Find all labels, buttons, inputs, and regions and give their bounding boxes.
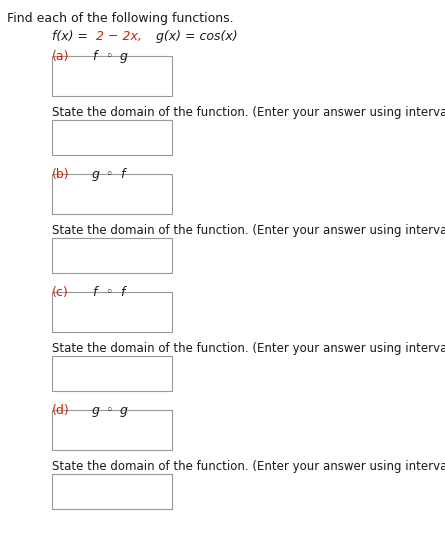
Text: g: g xyxy=(120,404,128,417)
Text: f: f xyxy=(92,286,97,299)
Text: f: f xyxy=(120,286,124,299)
Text: Find each of the following functions.: Find each of the following functions. xyxy=(7,12,234,25)
Text: State the domain of the function. (Enter your answer using interval notation.): State the domain of the function. (Enter… xyxy=(52,460,445,473)
Bar xyxy=(52,474,172,509)
Text: f: f xyxy=(120,168,124,181)
Bar xyxy=(52,410,172,450)
Bar xyxy=(52,120,172,155)
Text: (c): (c) xyxy=(52,286,69,299)
Text: (a): (a) xyxy=(52,50,69,63)
Text: State the domain of the function. (Enter your answer using interval notation.): State the domain of the function. (Enter… xyxy=(52,106,445,119)
Text: g(x) = cos(x): g(x) = cos(x) xyxy=(148,30,238,43)
Text: State the domain of the function. (Enter your answer using interval notation.): State the domain of the function. (Enter… xyxy=(52,224,445,237)
Text: 2 − 2x,: 2 − 2x, xyxy=(96,30,142,43)
Bar xyxy=(52,292,172,332)
Text: f: f xyxy=(92,50,97,63)
Bar xyxy=(52,174,172,214)
Text: f(x) =: f(x) = xyxy=(52,30,92,43)
Text: g: g xyxy=(92,404,100,417)
Text: ◦: ◦ xyxy=(102,286,117,299)
Text: g: g xyxy=(120,50,128,63)
Text: ◦: ◦ xyxy=(102,168,117,181)
Text: ◦: ◦ xyxy=(102,404,117,417)
Text: g: g xyxy=(92,168,100,181)
Bar xyxy=(52,356,172,391)
Bar xyxy=(52,56,172,96)
Text: (b): (b) xyxy=(52,168,69,181)
Bar xyxy=(52,238,172,273)
Text: State the domain of the function. (Enter your answer using interval notation.): State the domain of the function. (Enter… xyxy=(52,342,445,355)
Text: ◦: ◦ xyxy=(102,50,117,63)
Text: (d): (d) xyxy=(52,404,70,417)
